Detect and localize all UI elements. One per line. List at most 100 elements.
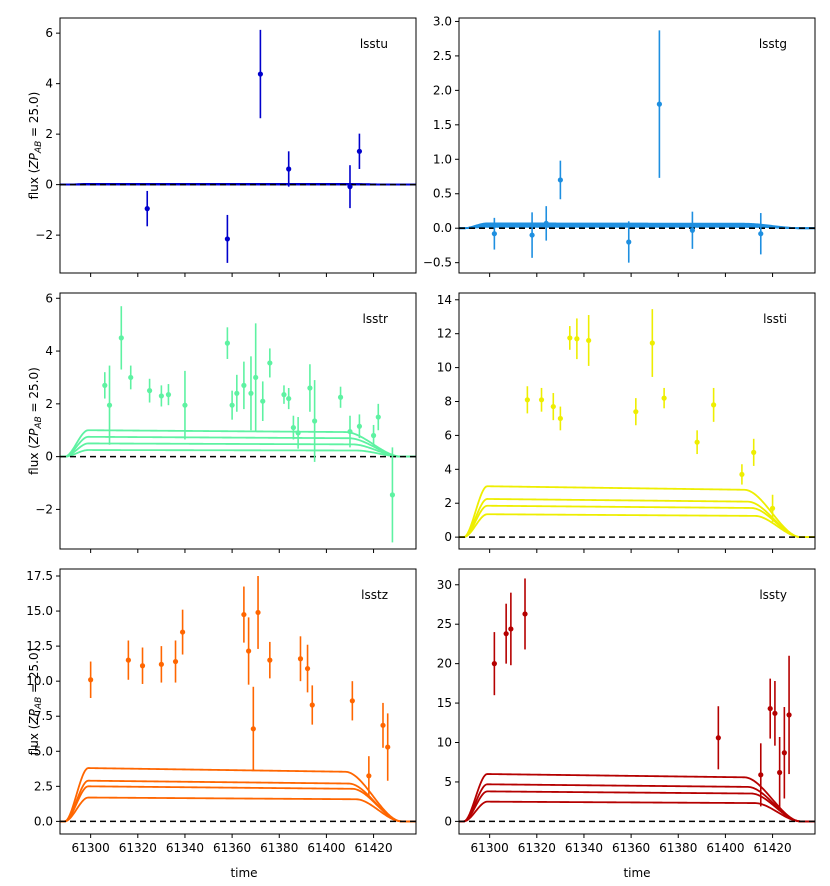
y-axis-label: flux (ZPAB = 25.0)	[27, 648, 44, 756]
marker	[633, 409, 639, 415]
marker	[574, 336, 580, 342]
x-tick-label: 61420	[354, 841, 392, 855]
y-tick-label: 5	[444, 775, 452, 789]
marker	[224, 236, 230, 242]
data-point	[224, 327, 230, 359]
data-point	[633, 398, 639, 426]
x-axis-label-right: time	[623, 866, 650, 880]
panel-lsstu: −2 0 2 4 6 lsstu flux (ZPAB = 25.0)	[27, 17, 417, 277]
marker	[385, 744, 391, 750]
data-point	[557, 406, 563, 431]
model-curve	[459, 498, 815, 539]
marker	[503, 631, 509, 637]
data-point	[347, 415, 353, 448]
marker	[389, 492, 396, 498]
y-tick-label: 15.0	[26, 604, 53, 618]
data-point	[102, 372, 108, 399]
marker	[508, 626, 514, 632]
y-tick-label: 12	[437, 327, 452, 341]
band-label: lsstz	[361, 588, 388, 602]
marker	[144, 206, 150, 212]
marker	[312, 418, 318, 424]
marker	[781, 750, 787, 756]
marker	[246, 648, 252, 654]
axes-frame	[458, 17, 816, 274]
y-tick-label: 0	[45, 450, 53, 464]
marker	[356, 423, 363, 429]
marker	[241, 611, 247, 618]
marker	[347, 184, 353, 190]
marker	[307, 385, 313, 391]
marker	[656, 101, 662, 107]
marker	[715, 735, 721, 741]
y-tick-label: 14	[437, 293, 452, 307]
y-tick-label: 4	[45, 77, 53, 91]
data-point	[106, 365, 113, 445]
data-point	[295, 417, 301, 449]
data-point	[751, 438, 757, 466]
data-point	[524, 386, 530, 414]
marker	[165, 392, 172, 398]
data-point	[337, 386, 344, 408]
marker	[567, 335, 573, 341]
data-point	[777, 736, 783, 808]
y-tick-label: 10	[437, 361, 452, 375]
marker	[128, 374, 134, 381]
marker	[626, 239, 632, 245]
band-label: lsstg	[759, 37, 787, 51]
data-point	[711, 387, 717, 422]
y-tick-label: 15	[437, 696, 452, 710]
data-point	[356, 133, 363, 169]
x-tick-label: 61360	[612, 841, 650, 855]
marker	[758, 231, 764, 237]
data-point	[508, 592, 514, 666]
data-point	[389, 447, 396, 543]
data-point	[356, 414, 363, 439]
axes-frame	[59, 17, 417, 274]
marker	[309, 702, 315, 708]
y-tick-label: 0	[444, 814, 452, 828]
data-point	[297, 636, 304, 682]
y-tick-label: 4	[45, 344, 53, 358]
y-tick-label: 20	[437, 657, 452, 671]
model-curve	[60, 429, 416, 458]
panel-lsstr: −2 0 2 4 6 lsstr flux (ZPAB = 25.0)	[27, 291, 417, 553]
data-point	[246, 617, 252, 685]
marker	[179, 629, 186, 635]
marker	[694, 439, 700, 445]
x-tick-label: 61380	[659, 841, 697, 855]
plot-area	[459, 30, 815, 263]
x-axis-label-left: time	[230, 866, 257, 880]
data-point	[543, 206, 549, 241]
marker	[491, 231, 497, 237]
data-point	[172, 640, 179, 683]
marker	[146, 388, 153, 394]
marker	[349, 698, 355, 704]
marker	[286, 166, 292, 172]
marker	[337, 394, 344, 400]
data-point	[255, 576, 261, 649]
y-tick-label: 6	[444, 428, 452, 442]
model-curve	[459, 773, 815, 823]
marker	[380, 722, 386, 728]
y-tick-label: 6	[45, 291, 53, 305]
marker	[106, 402, 113, 408]
data-point	[567, 326, 573, 350]
y-tick-label: 10.0	[26, 674, 53, 688]
marker	[758, 772, 764, 778]
plot-area	[459, 309, 815, 539]
data-point	[385, 713, 391, 781]
marker	[529, 232, 535, 238]
data-point	[370, 424, 377, 447]
data-point	[574, 318, 580, 360]
x-tick-label: 61400	[307, 841, 345, 855]
band-label: lsstr	[363, 312, 389, 326]
marker	[786, 712, 792, 718]
data-point	[626, 221, 632, 263]
model-curve	[459, 790, 815, 823]
marker	[543, 220, 549, 226]
y-tick-label: 2.5	[433, 49, 452, 63]
x-tick-label: 61380	[260, 841, 298, 855]
y-tick-label: 0.0	[433, 221, 452, 235]
